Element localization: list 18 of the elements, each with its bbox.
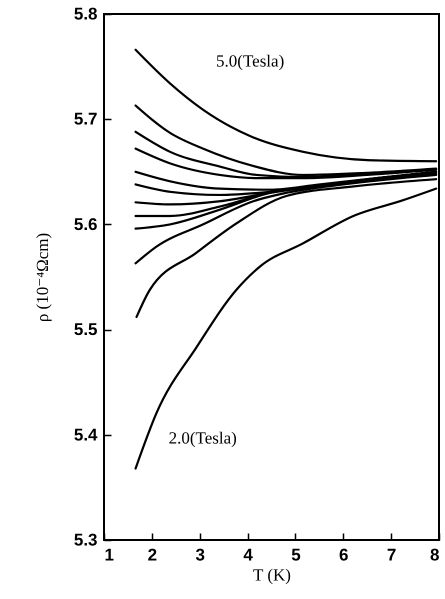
y-tick-label: 5.4 [74, 425, 98, 444]
x-tick-label: 3 [195, 546, 205, 564]
x-tick-label: 2 [148, 546, 158, 564]
x-tick-label: 6 [339, 546, 349, 564]
y-tick-label: 5.8 [74, 4, 98, 24]
y-tick-label: 5.3 [74, 530, 98, 550]
y-axis-title: ρ (10⁻⁴Ωcm) [32, 232, 52, 322]
series-label: 2.0(Tesla) [168, 428, 237, 448]
x-tick-label: 4 [243, 546, 254, 564]
x-tick-label: 5 [291, 546, 301, 564]
x-axis-title: T (K) [253, 566, 291, 584]
y-tick-label: 5.6 [74, 214, 98, 234]
x-tick-label: 7 [386, 546, 396, 564]
y-tick-label: 5.7 [74, 110, 98, 129]
x-tick-label: 8 [430, 546, 440, 564]
text: 5.0(Tesla) [216, 51, 284, 70]
x-tick-label: 1 [104, 546, 114, 564]
y-tick-label: 5.5 [74, 320, 98, 340]
